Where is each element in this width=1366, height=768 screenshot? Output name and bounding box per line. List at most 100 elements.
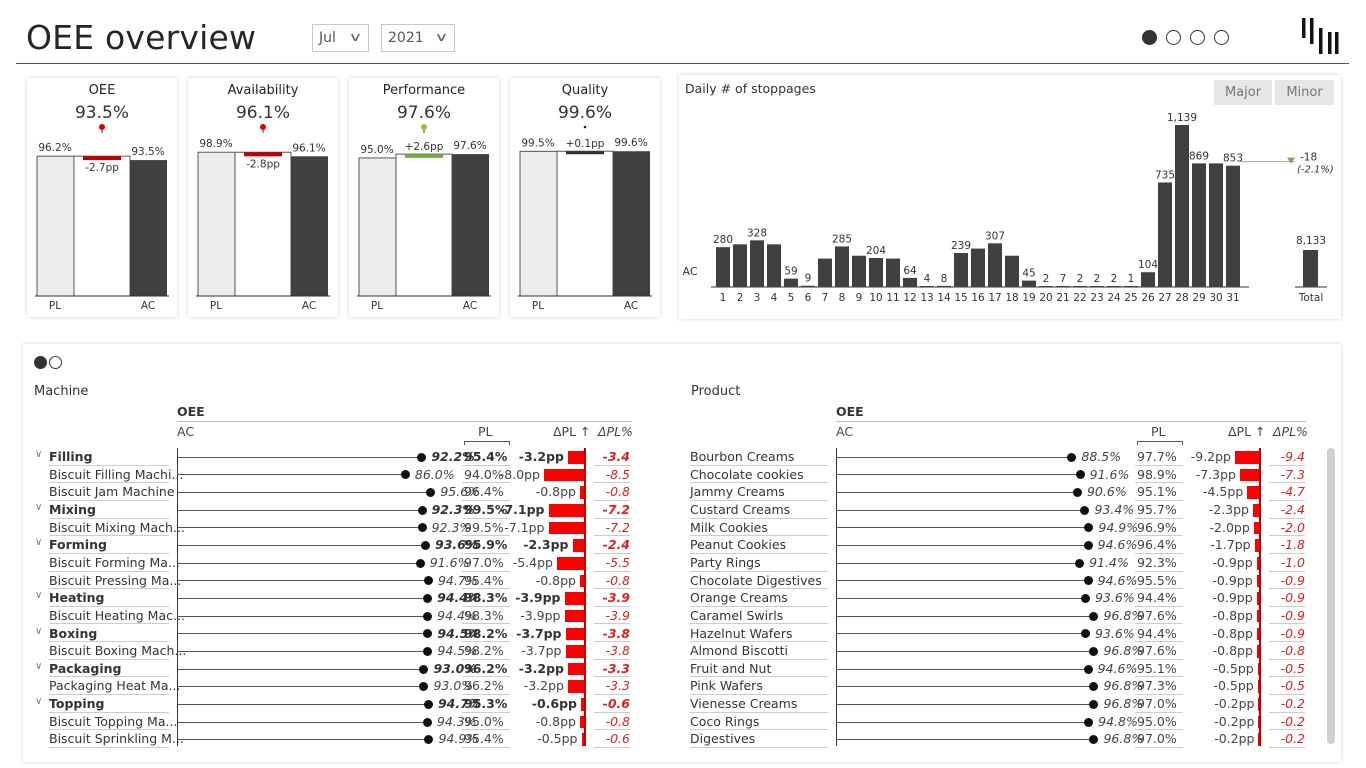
bar-day-20[interactable] bbox=[1039, 286, 1053, 287]
ac-dot[interactable] bbox=[1080, 594, 1090, 603]
chevron-down-icon[interactable]: ∨ bbox=[35, 625, 43, 637]
bar-day-5[interactable] bbox=[784, 278, 798, 287]
bar-day-3[interactable] bbox=[750, 240, 764, 287]
ac-dot[interactable] bbox=[1080, 505, 1090, 515]
ac-dot[interactable] bbox=[423, 699, 433, 709]
table-row[interactable]: Biscuit Mixing Mach... 92.3% 99.5% -7.1pp -7… bbox=[0, 519, 632, 537]
bar-day-1[interactable] bbox=[716, 247, 730, 287]
dpl-bar[interactable] bbox=[565, 627, 584, 641]
dpl-bar[interactable] bbox=[1256, 574, 1259, 588]
chevron-down-icon[interactable]: ∨ bbox=[35, 501, 43, 513]
bar-day-14[interactable] bbox=[937, 285, 951, 287]
table-row[interactable]: Chocolate Digestives 94.6% 95.5% -0.9pp -0.9 bbox=[0, 572, 1306, 590]
year-select[interactable]: 2021 ∨ bbox=[381, 24, 455, 52]
kpi-card-quality[interactable]: Quality 99.6% 99.5% 99.6% +0.1pp PL AC bbox=[510, 78, 660, 317]
page-dot-1[interactable] bbox=[1142, 30, 1157, 45]
ac-dot[interactable] bbox=[421, 541, 431, 551]
bar-day-30[interactable] bbox=[1209, 163, 1223, 287]
ac-dot[interactable] bbox=[423, 611, 433, 621]
table-row[interactable]: Biscuit Sprinkling M... 94.9% 95.4% -0.5pp -… bbox=[0, 730, 632, 749]
table-row[interactable]: Biscuit Forming Ma... 91.6% 97.0% -5.4pp -5.… bbox=[0, 554, 632, 572]
bar-day-15[interactable] bbox=[954, 253, 968, 287]
dpl-bar[interactable] bbox=[564, 592, 584, 605]
dpl-bar[interactable] bbox=[572, 539, 584, 552]
table-row[interactable]: Digestives 96.8% 97.0% -0.2pp -0.2 bbox=[0, 730, 1306, 749]
table-row[interactable]: Peanut Cookies 94.6% 96.4% -1.7pp -1.8 bbox=[0, 536, 1306, 554]
table-row[interactable]: Milk Cookies 94.9% 96.9% -2.0pp -2.0 bbox=[0, 519, 1306, 537]
dpl-bar[interactable] bbox=[1256, 645, 1259, 658]
dpl-bar[interactable] bbox=[548, 503, 584, 517]
ac-dot[interactable] bbox=[1072, 488, 1082, 498]
table-page-dot-1[interactable] bbox=[34, 356, 47, 369]
bar-day-10[interactable] bbox=[869, 257, 883, 287]
dpl-bar[interactable] bbox=[568, 451, 584, 464]
ac-dot[interactable] bbox=[1089, 699, 1099, 709]
table-row[interactable]: ∨ Boxing 94.5% 98.2% -3.7pp -3.8 bbox=[0, 625, 632, 643]
col-dpl-header[interactable]: ΔPL ↑ bbox=[553, 424, 591, 439]
bar-day-27[interactable] bbox=[1158, 182, 1172, 287]
bar-day-11[interactable] bbox=[886, 258, 900, 287]
table-row[interactable]: Biscuit Boxing Mach... 94.5% 98.2% -3.7pp -3… bbox=[0, 642, 632, 660]
col-pl-header[interactable]: PL bbox=[478, 424, 493, 439]
dpl-bar[interactable] bbox=[580, 574, 584, 588]
ac-dot[interactable] bbox=[1075, 470, 1085, 480]
ac-dot[interactable] bbox=[1075, 558, 1085, 568]
ac-dot[interactable] bbox=[423, 594, 433, 603]
chevron-down-icon[interactable]: ∨ bbox=[35, 537, 43, 549]
col-dplpct-header[interactable]: ΔPL% bbox=[598, 424, 633, 439]
table-row[interactable]: Packaging Heat Ma... 93.0% 96.2% -3.2pp -3.3 bbox=[0, 677, 632, 696]
bar-day-12[interactable] bbox=[903, 277, 917, 287]
table-row[interactable]: ∨ Filling 92.2% 95.4% -3.2pp -3.4 bbox=[0, 448, 632, 466]
dpl-bar[interactable] bbox=[1235, 451, 1259, 464]
bar-day-28[interactable] bbox=[1175, 125, 1189, 287]
kpi-card-oee[interactable]: OEE 93.5% 96.2% 93.5% -2.7pp PL AC bbox=[27, 78, 177, 317]
dpl-bar[interactable] bbox=[580, 715, 584, 729]
ac-dot[interactable] bbox=[422, 717, 432, 727]
bar-day-26[interactable] bbox=[1141, 272, 1155, 287]
ac-dot[interactable] bbox=[419, 664, 429, 674]
col-dpl-header[interactable]: ΔPL ↑ bbox=[1228, 424, 1266, 439]
dpl-bar[interactable] bbox=[1258, 698, 1259, 711]
product-scrollbar[interactable] bbox=[1327, 448, 1335, 744]
ac-dot[interactable] bbox=[426, 488, 436, 498]
page-dot-4[interactable] bbox=[1214, 30, 1229, 45]
table-row[interactable]: Fruit and Nut 94.6% 95.1% -0.5pp -0.5 bbox=[0, 660, 1306, 678]
bar-total[interactable] bbox=[1303, 250, 1318, 287]
dpl-bar[interactable] bbox=[1256, 556, 1259, 570]
major-button[interactable]: Major bbox=[1214, 80, 1272, 105]
chevron-down-icon[interactable]: ∨ bbox=[35, 590, 43, 602]
dpl-bar[interactable] bbox=[1257, 680, 1259, 694]
table-row[interactable]: Caramel Swirls 96.8% 97.6% -0.8pp -0.9 bbox=[0, 607, 1306, 625]
table-row[interactable]: Custard Creams 93.4% 95.7% -2.3pp -2.4 bbox=[0, 501, 1306, 519]
ac-dot[interactable] bbox=[1084, 523, 1094, 533]
ac-dot[interactable] bbox=[417, 452, 427, 462]
chevron-down-icon[interactable]: ∨ bbox=[35, 449, 43, 460]
bar-day-4[interactable] bbox=[767, 244, 781, 287]
ac-dot[interactable] bbox=[1089, 682, 1099, 692]
bar-day-13[interactable] bbox=[920, 286, 934, 287]
chevron-down-icon[interactable]: ∨ bbox=[348, 30, 363, 44]
bar-day-16[interactable] bbox=[971, 248, 985, 287]
ac-dot[interactable] bbox=[1084, 717, 1094, 727]
table-row[interactable]: Orange Creams 93.6% 94.4% -0.9pp -0.9 bbox=[0, 589, 1306, 607]
table-row[interactable]: ∨ Heating 94.4% 98.3% -3.9pp -3.9 bbox=[0, 589, 632, 607]
dpl-bar[interactable] bbox=[1258, 715, 1259, 729]
month-select[interactable]: Jul ∨ bbox=[312, 24, 369, 52]
dpl-bar[interactable] bbox=[1258, 733, 1259, 747]
bar-day-31[interactable] bbox=[1226, 165, 1240, 287]
table-row[interactable]: Almond Biscotti 96.8% 97.6% -0.8pp -0.8 bbox=[0, 642, 1306, 660]
minor-button[interactable]: Minor bbox=[1275, 80, 1334, 105]
chevron-down-icon[interactable]: ∨ bbox=[35, 696, 43, 708]
table-row[interactable]: Biscuit Jam Machine 95.6% 96.4% -0.8pp -0.8 bbox=[0, 483, 632, 501]
ac-dot[interactable] bbox=[1089, 646, 1099, 656]
bar-day-9[interactable] bbox=[852, 255, 866, 287]
dpl-bar[interactable] bbox=[1253, 503, 1259, 517]
dpl-bar[interactable] bbox=[581, 698, 584, 711]
dpl-bar[interactable] bbox=[544, 468, 584, 482]
table-row[interactable]: Biscuit Topping Ma... 94.3% 95.0% -0.8pp -0.… bbox=[0, 713, 632, 731]
ac-dot[interactable] bbox=[1083, 576, 1093, 586]
dpl-bar[interactable] bbox=[1253, 521, 1259, 535]
table-page-dot-2[interactable] bbox=[49, 356, 62, 369]
bar-day-22[interactable] bbox=[1073, 286, 1087, 287]
ac-dot[interactable] bbox=[1089, 611, 1099, 621]
